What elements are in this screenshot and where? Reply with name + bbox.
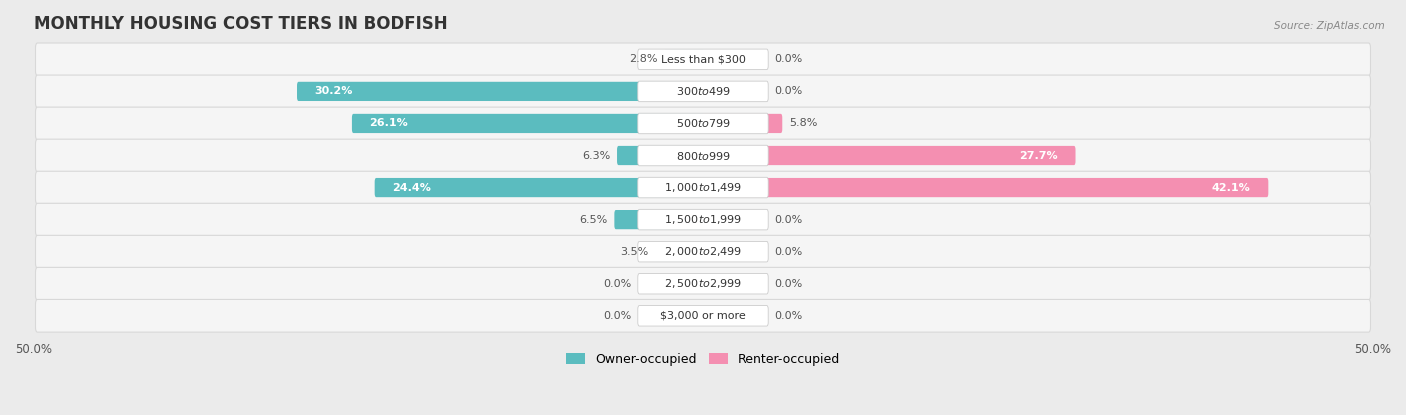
Text: $300 to $499: $300 to $499	[675, 85, 731, 98]
Text: 0.0%: 0.0%	[775, 86, 803, 96]
Text: MONTHLY HOUSING COST TIERS IN BODFISH: MONTHLY HOUSING COST TIERS IN BODFISH	[34, 15, 447, 33]
Text: Less than $300: Less than $300	[661, 54, 745, 64]
Text: $3,000 or more: $3,000 or more	[661, 311, 745, 321]
Text: $1,000 to $1,499: $1,000 to $1,499	[664, 181, 742, 194]
Text: 0.0%: 0.0%	[775, 215, 803, 225]
FancyBboxPatch shape	[702, 146, 1076, 165]
Text: 5.8%: 5.8%	[789, 118, 817, 129]
FancyBboxPatch shape	[35, 139, 1371, 172]
Text: 30.2%: 30.2%	[315, 86, 353, 96]
FancyBboxPatch shape	[638, 209, 768, 230]
Text: 26.1%: 26.1%	[370, 118, 408, 129]
FancyBboxPatch shape	[35, 75, 1371, 108]
Text: $1,500 to $1,999: $1,500 to $1,999	[664, 213, 742, 226]
Text: $800 to $999: $800 to $999	[675, 149, 731, 161]
FancyBboxPatch shape	[374, 178, 704, 197]
FancyBboxPatch shape	[638, 81, 768, 102]
FancyBboxPatch shape	[35, 171, 1371, 204]
FancyBboxPatch shape	[35, 235, 1371, 268]
FancyBboxPatch shape	[638, 113, 768, 134]
FancyBboxPatch shape	[35, 203, 1371, 236]
Text: 0.0%: 0.0%	[603, 279, 631, 289]
FancyBboxPatch shape	[35, 300, 1371, 332]
Text: $500 to $799: $500 to $799	[675, 117, 731, 129]
Text: $2,000 to $2,499: $2,000 to $2,499	[664, 245, 742, 258]
FancyBboxPatch shape	[638, 49, 768, 70]
FancyBboxPatch shape	[617, 146, 704, 165]
FancyBboxPatch shape	[638, 177, 768, 198]
FancyBboxPatch shape	[35, 267, 1371, 300]
Text: 3.5%: 3.5%	[620, 247, 648, 256]
FancyBboxPatch shape	[638, 242, 768, 262]
Legend: Owner-occupied, Renter-occupied: Owner-occupied, Renter-occupied	[561, 348, 845, 371]
Text: 0.0%: 0.0%	[775, 279, 803, 289]
FancyBboxPatch shape	[638, 145, 768, 166]
FancyBboxPatch shape	[614, 210, 704, 229]
FancyBboxPatch shape	[702, 114, 782, 133]
Text: 0.0%: 0.0%	[603, 311, 631, 321]
FancyBboxPatch shape	[35, 43, 1371, 76]
Text: 6.3%: 6.3%	[582, 151, 610, 161]
Text: 42.1%: 42.1%	[1212, 183, 1251, 193]
Text: $2,500 to $2,999: $2,500 to $2,999	[664, 277, 742, 290]
Text: 0.0%: 0.0%	[775, 54, 803, 64]
Text: 24.4%: 24.4%	[392, 183, 432, 193]
FancyBboxPatch shape	[297, 82, 704, 101]
FancyBboxPatch shape	[35, 107, 1371, 140]
Text: 6.5%: 6.5%	[579, 215, 607, 225]
Text: 2.8%: 2.8%	[628, 54, 658, 64]
FancyBboxPatch shape	[638, 305, 768, 326]
Text: 27.7%: 27.7%	[1019, 151, 1057, 161]
Text: Source: ZipAtlas.com: Source: ZipAtlas.com	[1274, 21, 1385, 31]
FancyBboxPatch shape	[664, 50, 704, 69]
Text: 0.0%: 0.0%	[775, 311, 803, 321]
FancyBboxPatch shape	[352, 114, 704, 133]
Text: 0.0%: 0.0%	[775, 247, 803, 256]
FancyBboxPatch shape	[655, 242, 704, 261]
FancyBboxPatch shape	[638, 273, 768, 294]
FancyBboxPatch shape	[702, 178, 1268, 197]
